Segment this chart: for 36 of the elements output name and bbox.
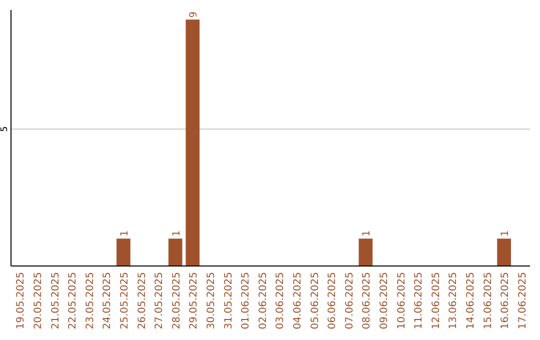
- data-label: 1: [362, 230, 373, 237]
- x-tick-label: 01.06.2025: [240, 272, 252, 330]
- x-tick-label: 24.05.2025: [102, 272, 114, 330]
- data-label: 1: [171, 230, 182, 237]
- x-tick-label: 16.06.2025: [500, 272, 512, 330]
- x-tick-label: 14.06.2025: [465, 272, 476, 330]
- x-tick-label: 07.06.2025: [344, 272, 356, 330]
- x-tick-label: 03.06.2025: [275, 272, 286, 330]
- x-tick-label: 17.06.2025: [517, 272, 528, 330]
- x-tick-label: 15.06.2025: [482, 272, 494, 330]
- x-tick-label: 11.06.2025: [414, 272, 425, 330]
- data-label: 1: [500, 230, 512, 237]
- x-tick-label: 13.06.2025: [448, 272, 460, 330]
- x-tick-label: 25.05.2025: [119, 272, 130, 330]
- y-tick-label: 5: [0, 126, 10, 132]
- x-tick-label: 06.06.2025: [327, 272, 338, 330]
- data-label: 9: [188, 12, 200, 18]
- x-tick-label: 31.05.2025: [223, 272, 234, 330]
- x-tick-label: 26.05.2025: [136, 272, 148, 330]
- x-tick-label: 20.05.2025: [32, 272, 44, 330]
- x-tick-label: 22.05.2025: [68, 272, 79, 330]
- x-tick-label: 10.06.2025: [396, 272, 408, 330]
- x-tick-label: 02.06.2025: [258, 272, 269, 330]
- x-tick-label: 08.06.2025: [362, 272, 373, 330]
- x-tick-label: 09.06.2025: [378, 272, 390, 330]
- x-tick-label: 21.05.2025: [50, 272, 62, 330]
- x-tick-label: 23.05.2025: [84, 272, 96, 330]
- x-tick-label: 29.05.2025: [188, 272, 200, 330]
- data-label: 1: [119, 230, 130, 237]
- x-tick-label: 30.05.2025: [206, 272, 217, 330]
- x-tick-label: 12.06.2025: [430, 272, 442, 330]
- x-tick-label: 27.05.2025: [154, 272, 166, 330]
- x-tick-label: 04.06.2025: [292, 272, 304, 330]
- x-tick-label: 19.05.2025: [16, 272, 27, 330]
- x-tick-label: 05.06.2025: [310, 272, 321, 330]
- x-tick-label: 28.05.2025: [171, 272, 182, 330]
